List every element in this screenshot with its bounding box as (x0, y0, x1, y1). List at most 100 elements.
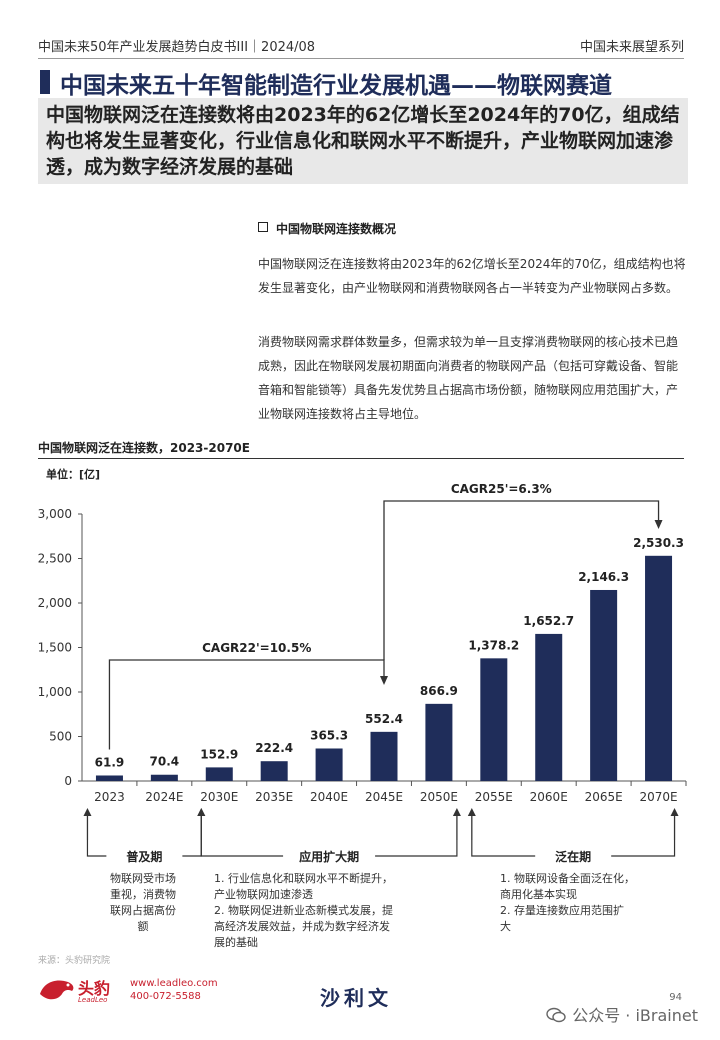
phase-note-line: 额 (138, 920, 149, 933)
y-tick-label: 2,000 (38, 596, 72, 610)
phase-note-line: 1. 行业信息化和联网水平不断提升， (214, 871, 393, 885)
x-tick-label: 2030E (200, 790, 238, 804)
paragraph-1: 中国物联网泛在连接数将由2023年的62亿增长至2024年的70亿，组成结构也将… (258, 257, 686, 295)
y-tick-label: 2,500 (38, 552, 72, 566)
phase-note-line: 联网占据高份 (110, 903, 176, 917)
phase-note-line: 高经济发展效益，并成为数字经济发 (214, 919, 390, 933)
phase-label: 泛在期 (555, 849, 591, 864)
page-number: 94 (669, 992, 682, 1003)
phase-note-line: 产业物联网加速渗透 (214, 887, 313, 901)
header-left: 中国未来50年产业发展趋势白皮书III｜2024/08 (38, 40, 316, 55)
section-heading-text: 中国物联网连接数概况 (276, 222, 397, 236)
cagr-connector-2 (383, 500, 660, 660)
sullivan-logo: 沙利文 (320, 986, 392, 1010)
header-right: 中国未来展望系列 (579, 40, 684, 55)
title-accent-bar (40, 70, 50, 94)
bar-value-label: 1,378.2 (468, 638, 519, 652)
phase-note-line: 大 (500, 919, 511, 933)
bar-value-label: 70.4 (150, 755, 180, 769)
section-heading: 中国物联网连接数概况 (258, 220, 396, 237)
x-tick-label: 2070E (639, 790, 677, 804)
x-tick-label: 2060E (530, 790, 568, 804)
bar (590, 589, 618, 781)
phase-arrow-end-head (452, 808, 461, 816)
bar (370, 731, 398, 781)
phase-label: 普及期 (126, 849, 162, 864)
x-tick-label: 2035E (255, 790, 293, 804)
watermark-text: 公众号 · iBrainet (572, 1006, 698, 1025)
subtitle-box: 中国物联网泛在连接数将由2023年的62亿增长至2024年的70亿，组成结构也将… (38, 98, 688, 184)
phase-bracket-left (86, 840, 107, 857)
bar-value-label: 61.9 (95, 755, 125, 769)
x-tick-label: 2045E (365, 790, 403, 804)
chart-title-divider (38, 458, 684, 459)
phase-arrow-start-head (467, 808, 476, 816)
phase-note-line: 1. 物联网设备全面泛在化， (500, 871, 635, 885)
cagr-label-2: CAGR25'=6.3% (451, 482, 552, 496)
phase-note-line: 物联网受市场 (110, 871, 176, 885)
phase-note-line: 2. 物联网促进新业态新模式发展，提 (214, 903, 393, 917)
phase-note-line: 重视，消费物 (110, 887, 176, 901)
logo-subtext: LeadLeo (78, 996, 108, 1004)
bar-value-label: 365.3 (310, 728, 348, 742)
x-tick-label: 2055E (475, 790, 513, 804)
x-tick-label: 2065E (585, 790, 623, 804)
page-title: 中国未来五十年智能制造行业发展机遇——物联网赛道 (60, 73, 612, 99)
contact-info: www.leadleo.com 400-072-5588 (130, 977, 218, 1003)
phase-arrow-start-head (83, 808, 92, 816)
phase-label: 应用扩大期 (299, 849, 359, 864)
logo-text: 头豹 (78, 979, 111, 998)
y-tick-label: 1,500 (38, 641, 72, 655)
bar (260, 761, 288, 781)
cagr-connector-1 (108, 659, 385, 750)
cagr-arrowhead-2 (654, 520, 663, 529)
x-tick-label: 2024E (145, 790, 183, 804)
bar (535, 633, 563, 781)
y-tick-label: 500 (49, 730, 72, 744)
bar (425, 703, 453, 781)
square-bullet-icon (258, 222, 268, 232)
phase-note-line: 展的基础 (214, 935, 258, 949)
bar (95, 775, 123, 781)
bar-value-label: 1,652.7 (523, 614, 574, 628)
phase-bracket-right (375, 840, 458, 857)
bar-value-label: 2,146.3 (578, 570, 629, 584)
y-tick-label: 0 (64, 774, 72, 788)
header-divider (38, 58, 684, 59)
bar-value-label: 552.4 (365, 712, 403, 726)
x-tick-label: 2050E (420, 790, 458, 804)
bar-value-label: 222.4 (255, 741, 293, 755)
bar (480, 658, 508, 781)
bar (205, 767, 233, 781)
leadleo-leopard-icon (40, 980, 74, 1000)
bar-value-label: 2,530.3 (633, 536, 684, 550)
bar (645, 555, 673, 781)
bar (150, 774, 178, 781)
phase-note-line: 2. 存量连接数应用范围扩 (500, 903, 624, 917)
phase-bracket-right (182, 840, 202, 857)
phase-bracket-left (471, 840, 536, 857)
website-link[interactable]: www.leadleo.com (130, 978, 218, 989)
page-subtitle: 中国物联网泛在连接数将由2023年的62亿增长至2024年的70亿，组成结构也将… (46, 104, 680, 178)
paragraph-2: 消费物联网需求群体数量多，但需求较为单一且支撑消费物联网的核心技术已趋成熟，因此… (258, 335, 679, 421)
chart-unit-label: 单位：[亿] (46, 468, 101, 481)
phase-bracket-right (611, 840, 676, 857)
x-tick-label: 2040E (310, 790, 348, 804)
x-tick-label: 2023 (94, 790, 125, 804)
phone-number: 400-072-5588 (130, 991, 201, 1002)
bar-value-label: 152.9 (200, 747, 238, 761)
wechat-icon (546, 1007, 566, 1023)
cagr-arrowhead-1 (380, 676, 388, 685)
phase-arrow-start-head (197, 808, 206, 816)
phase-arrow-end-head (670, 808, 679, 816)
y-tick-label: 1,000 (38, 685, 72, 699)
y-tick-label: 3,000 (38, 507, 72, 521)
phase-bracket-left (200, 840, 284, 857)
watermark: 公众号 · iBrainet (546, 1002, 698, 1026)
chart-title: 中国物联网泛在连接数，2023-2070E (38, 441, 250, 455)
cagr-label-1: CAGR22'=10.5% (202, 641, 311, 655)
source-note: 来源：头豹研究院 (38, 956, 111, 966)
bar-chart: 0 500 1,000 1,500 2,000 2,500 3,000 61.9 2023 70.… (38, 482, 687, 949)
phase-note-line: 商用化基本实现 (500, 887, 577, 901)
bar (315, 748, 343, 781)
